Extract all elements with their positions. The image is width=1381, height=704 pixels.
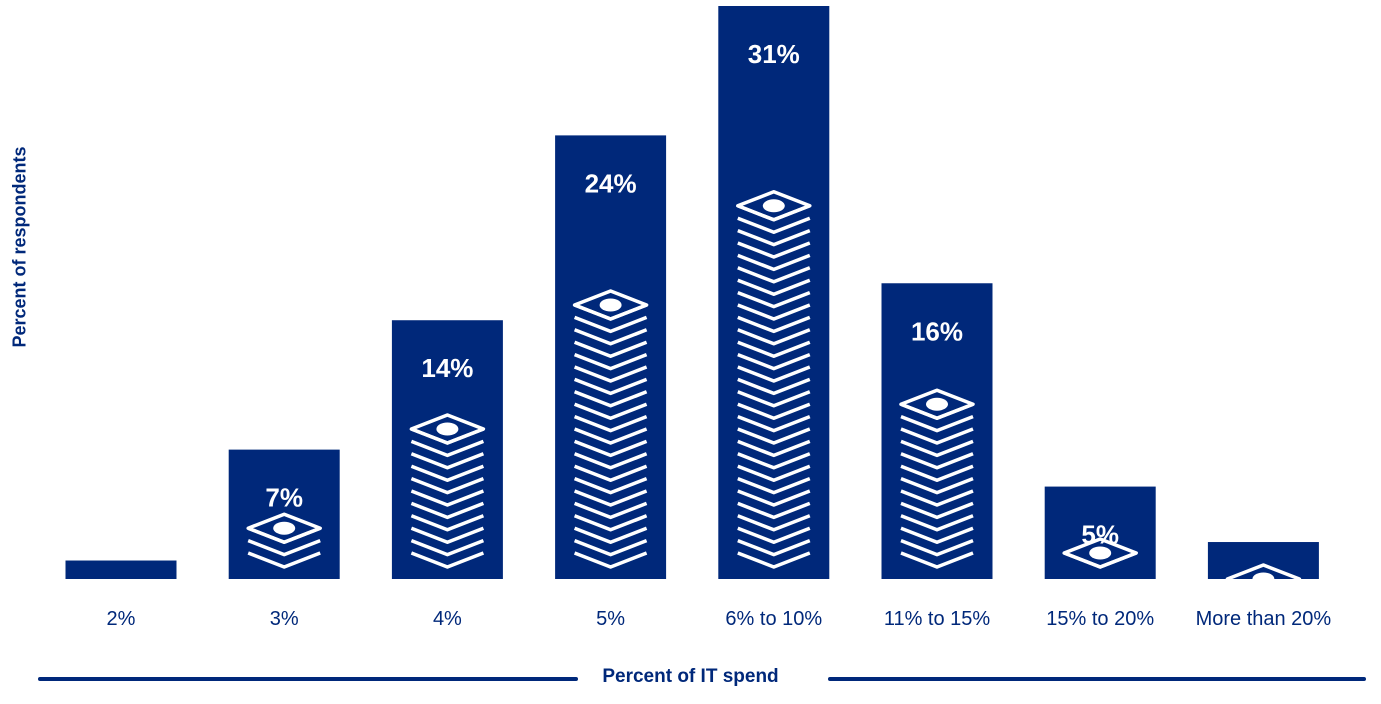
bar (1044, 486, 1156, 579)
bar-value-label: 1% (102, 594, 140, 624)
money-stack-icon (409, 413, 486, 569)
x-tick-label: 2% (107, 608, 136, 630)
x-tick-label: 15% to 20% (1046, 608, 1154, 630)
x-axis-title: Percent of IT spend (0, 664, 1381, 704)
money-stack-icon (1062, 537, 1138, 569)
bar-value-label: 14% (421, 353, 473, 383)
bar-value-label: 31% (748, 39, 800, 69)
x-tick-label: 11% to 15% (884, 608, 991, 630)
x-axis-label: Percent of IT spend (602, 666, 779, 687)
x-tick-label: More than 20% (1196, 608, 1332, 630)
y-axis-label: Percent of respondents (9, 146, 30, 348)
bar-group-1: 7% 3% (228, 449, 340, 630)
money-stack-icon (899, 388, 975, 569)
bar (391, 320, 503, 579)
bar-value-label: 7% (265, 483, 303, 513)
x-axis-rule-right (828, 677, 1366, 681)
bar-group-7: 2% More than 20% (1196, 542, 1332, 630)
x-tick-label: 3% (270, 608, 299, 630)
bar-group-3: 24% 5% (555, 135, 667, 630)
bar-group-5: 16% 11% to 15% (881, 283, 993, 630)
bar-group-4: 31% 6% to 10% (718, 6, 830, 630)
money-stack-icon (1225, 563, 1302, 580)
x-tick-label: 6% to 10% (725, 608, 822, 630)
x-tick-label: 4% (433, 608, 462, 630)
bar (65, 560, 177, 579)
bar-value-label: 5% (1081, 520, 1119, 550)
bar-group-2: 14% 4% (391, 320, 503, 630)
bar-group-0: 1%2% (65, 560, 177, 630)
bar-value-label: 16% (911, 316, 963, 346)
x-axis-rule-left (38, 677, 578, 681)
money-stack-icon (736, 190, 812, 569)
bar-group-6: 5% 15% to 20% (1044, 486, 1156, 630)
money-stack-icon (572, 289, 649, 569)
money-stack-icon (246, 512, 322, 569)
bar-value-label: 24% (585, 168, 637, 198)
x-tick-label: 5% (596, 608, 625, 630)
bar-value-label: 2% (1245, 575, 1283, 605)
